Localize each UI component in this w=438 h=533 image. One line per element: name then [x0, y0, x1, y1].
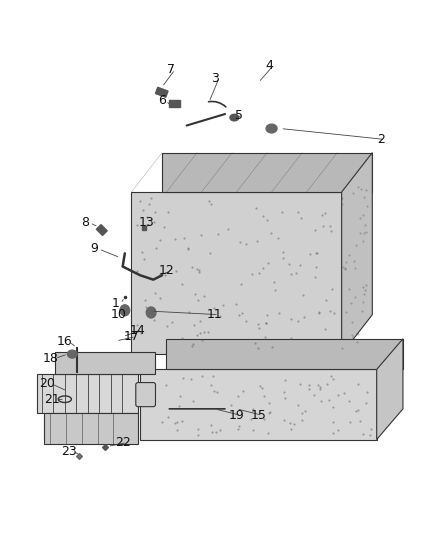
- Text: 2: 2: [377, 133, 385, 146]
- Ellipse shape: [266, 124, 277, 133]
- Polygon shape: [140, 369, 377, 440]
- Polygon shape: [37, 374, 138, 413]
- Bar: [96, 224, 107, 236]
- Text: 15: 15: [251, 409, 266, 422]
- Text: 4: 4: [265, 59, 273, 71]
- Text: 18: 18: [42, 352, 58, 365]
- Text: 5: 5: [235, 109, 243, 122]
- Polygon shape: [162, 152, 372, 192]
- Text: 3: 3: [211, 71, 219, 85]
- Text: 10: 10: [110, 308, 126, 321]
- Ellipse shape: [230, 114, 239, 121]
- Text: 19: 19: [229, 409, 244, 422]
- Text: 12: 12: [159, 264, 174, 277]
- Text: 7: 7: [167, 63, 175, 76]
- Ellipse shape: [120, 305, 130, 316]
- Text: 8: 8: [81, 216, 89, 229]
- Text: 16: 16: [57, 335, 73, 349]
- Text: 9: 9: [90, 243, 98, 255]
- Text: 13: 13: [139, 216, 155, 229]
- Text: 14: 14: [130, 324, 146, 336]
- Text: 23: 23: [61, 445, 77, 458]
- Text: 20: 20: [39, 377, 55, 390]
- Polygon shape: [131, 192, 342, 354]
- Bar: [155, 87, 168, 97]
- Text: 21: 21: [44, 393, 60, 406]
- Polygon shape: [44, 413, 138, 444]
- Text: 6: 6: [158, 94, 166, 107]
- Ellipse shape: [146, 307, 156, 318]
- Ellipse shape: [67, 350, 77, 358]
- FancyBboxPatch shape: [136, 383, 155, 407]
- Text: 17: 17: [124, 330, 139, 343]
- Polygon shape: [55, 352, 155, 374]
- Text: 1: 1: [112, 297, 120, 310]
- Text: 11: 11: [207, 308, 223, 321]
- Text: 22: 22: [115, 436, 131, 449]
- Polygon shape: [377, 339, 403, 440]
- Polygon shape: [166, 339, 403, 369]
- Bar: [169, 100, 180, 107]
- Polygon shape: [342, 152, 372, 354]
